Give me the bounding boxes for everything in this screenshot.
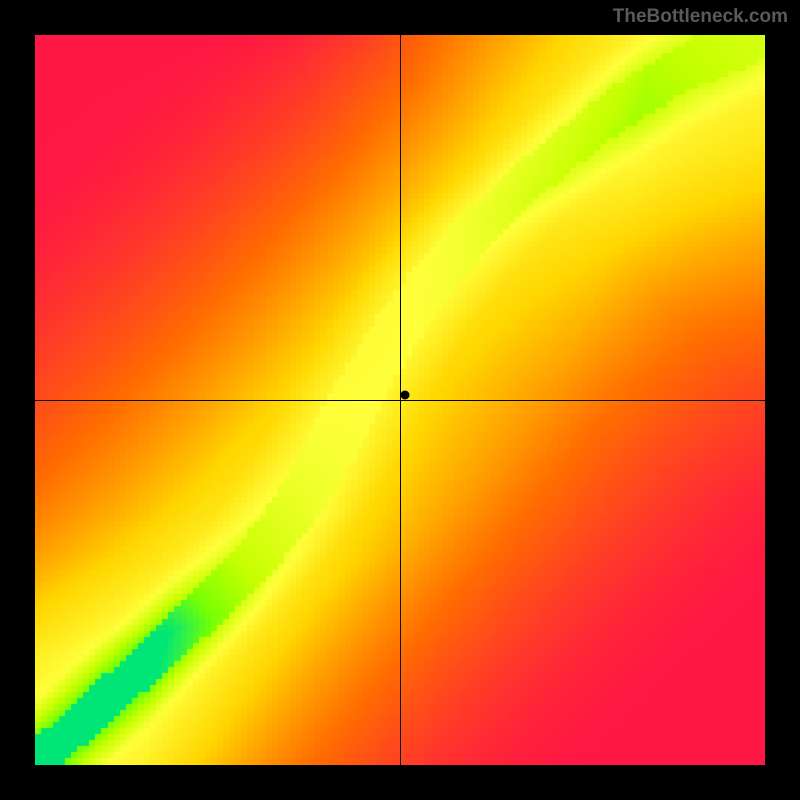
plot-area bbox=[35, 35, 765, 765]
crosshair-vertical bbox=[400, 35, 401, 765]
data-point-marker bbox=[401, 390, 410, 399]
watermark-text: TheBottleneck.com bbox=[613, 6, 788, 28]
